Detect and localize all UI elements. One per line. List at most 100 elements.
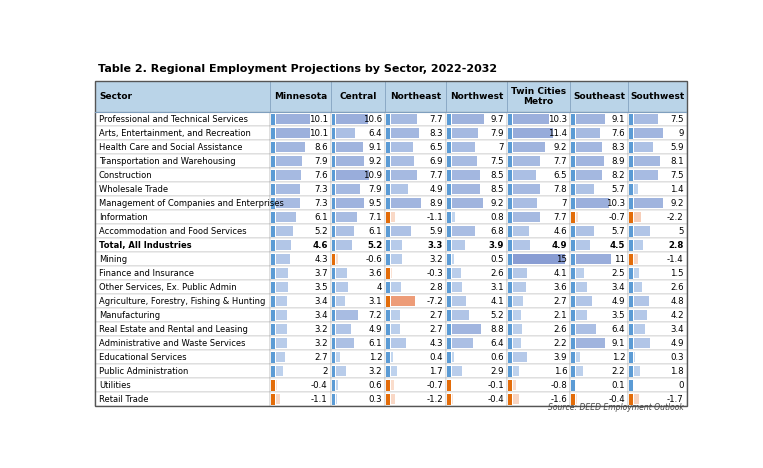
- Bar: [446, 154, 507, 168]
- Bar: [446, 393, 507, 406]
- Bar: [270, 197, 330, 211]
- Bar: [386, 254, 390, 265]
- Bar: [570, 140, 628, 154]
- Bar: [452, 255, 454, 264]
- Bar: [629, 310, 633, 321]
- Bar: [330, 80, 385, 112]
- Bar: [629, 198, 633, 209]
- Bar: [386, 142, 390, 153]
- Bar: [386, 128, 390, 139]
- Bar: [446, 308, 507, 322]
- Bar: [452, 310, 469, 321]
- Text: 3.3: 3.3: [428, 241, 443, 250]
- Bar: [452, 395, 453, 404]
- Bar: [628, 280, 687, 294]
- Text: 10.9: 10.9: [363, 171, 382, 180]
- Bar: [95, 252, 270, 266]
- Bar: [570, 183, 628, 197]
- Text: 4.6: 4.6: [554, 227, 567, 236]
- Text: 4.9: 4.9: [670, 339, 684, 348]
- Text: Health Care and Social Assistance: Health Care and Social Assistance: [99, 143, 243, 152]
- Bar: [513, 296, 523, 307]
- Bar: [508, 380, 512, 391]
- Bar: [276, 296, 287, 307]
- Bar: [452, 142, 475, 153]
- Text: 10.6: 10.6: [363, 115, 382, 124]
- Bar: [95, 168, 270, 183]
- Text: 9.2: 9.2: [491, 199, 504, 208]
- Text: 9: 9: [678, 129, 684, 138]
- Bar: [336, 268, 347, 278]
- Text: 1.6: 1.6: [554, 367, 567, 376]
- Bar: [508, 142, 512, 153]
- Text: 4: 4: [377, 283, 382, 292]
- Bar: [385, 197, 446, 211]
- Bar: [446, 140, 507, 154]
- Bar: [513, 338, 521, 349]
- Bar: [508, 310, 512, 321]
- Bar: [447, 226, 451, 237]
- Bar: [271, 380, 275, 391]
- Text: Wholesale Trade: Wholesale Trade: [99, 185, 168, 194]
- Bar: [628, 322, 687, 336]
- Text: Retail Trade: Retail Trade: [99, 395, 149, 404]
- Text: 7.8: 7.8: [554, 185, 567, 194]
- Bar: [513, 184, 540, 194]
- Bar: [386, 156, 390, 167]
- Bar: [628, 211, 687, 224]
- Bar: [628, 224, 687, 238]
- Bar: [95, 140, 270, 154]
- Text: 8.5: 8.5: [491, 171, 504, 180]
- Text: 9.1: 9.1: [612, 339, 625, 348]
- Text: 5.2: 5.2: [367, 241, 382, 250]
- Bar: [270, 112, 330, 126]
- Bar: [513, 198, 537, 208]
- Bar: [336, 114, 368, 124]
- Bar: [570, 266, 628, 280]
- Text: Manufacturing: Manufacturing: [99, 311, 160, 320]
- Text: 7.3: 7.3: [314, 185, 328, 194]
- Bar: [386, 352, 390, 363]
- Bar: [270, 294, 330, 308]
- Bar: [447, 128, 451, 139]
- Bar: [576, 212, 578, 222]
- Bar: [508, 394, 512, 405]
- Text: Sector: Sector: [99, 92, 132, 101]
- Bar: [570, 80, 628, 112]
- Text: 2.6: 2.6: [491, 269, 504, 278]
- Bar: [271, 338, 275, 349]
- Bar: [571, 212, 575, 223]
- Bar: [391, 310, 401, 321]
- Bar: [447, 394, 451, 405]
- Bar: [391, 128, 419, 139]
- Bar: [386, 338, 390, 349]
- Text: 2: 2: [322, 367, 328, 376]
- Bar: [95, 322, 270, 336]
- Text: 10.3: 10.3: [548, 115, 567, 124]
- Text: 0.5: 0.5: [491, 255, 504, 264]
- Bar: [513, 128, 552, 139]
- Bar: [332, 268, 335, 278]
- Text: 3.2: 3.2: [314, 339, 328, 348]
- Text: -0.8: -0.8: [550, 381, 567, 390]
- Text: 7: 7: [498, 143, 504, 152]
- Text: 7.2: 7.2: [369, 311, 382, 320]
- Bar: [634, 352, 635, 362]
- Bar: [391, 156, 414, 167]
- Bar: [336, 198, 365, 208]
- Bar: [330, 112, 385, 126]
- Bar: [276, 128, 310, 139]
- Text: 5.2: 5.2: [491, 311, 504, 320]
- Text: 7.3: 7.3: [314, 199, 328, 208]
- Bar: [332, 184, 335, 195]
- Bar: [276, 395, 279, 404]
- Bar: [508, 268, 512, 278]
- Bar: [446, 211, 507, 224]
- Bar: [628, 379, 687, 393]
- Bar: [386, 324, 390, 335]
- Bar: [391, 170, 417, 181]
- Bar: [332, 142, 335, 153]
- Bar: [576, 338, 605, 349]
- Bar: [452, 296, 465, 307]
- Bar: [336, 184, 359, 194]
